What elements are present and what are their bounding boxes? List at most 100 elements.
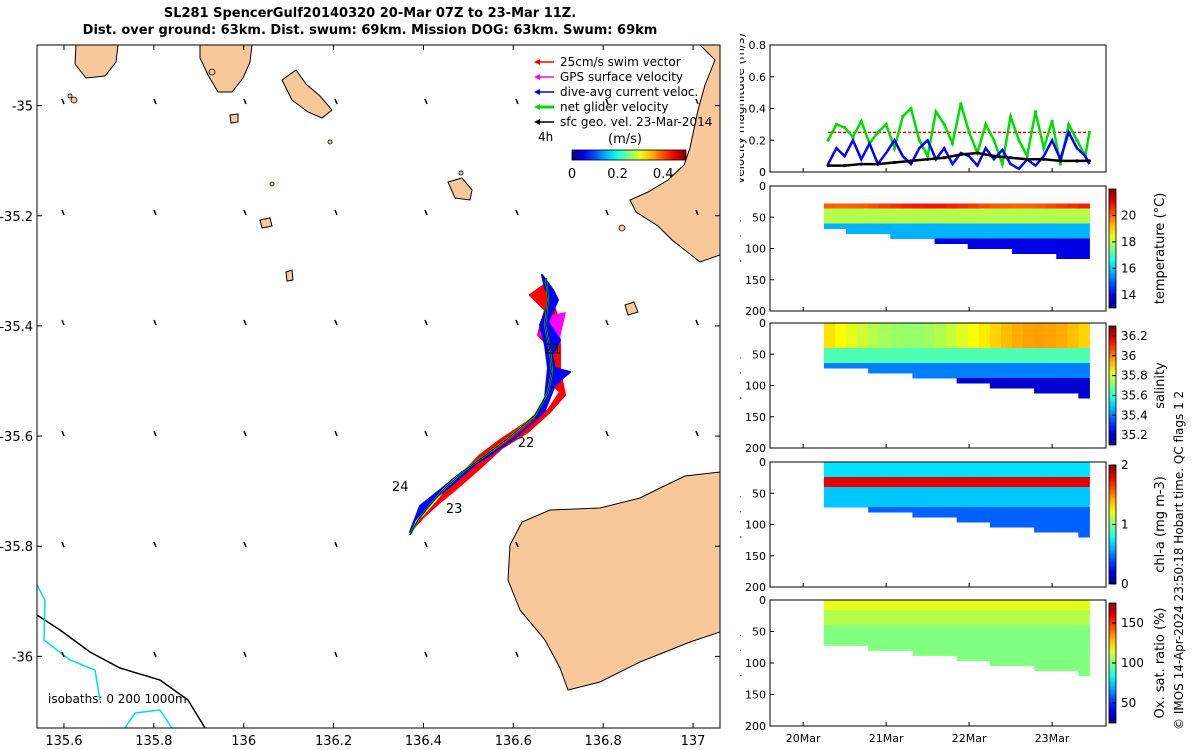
profile-cell-4-3-48	[857, 630, 869, 636]
geo-vector-0-3	[334, 98, 338, 105]
profile-cell-1-0-36	[823, 208, 836, 214]
profile-cell-1-15-84	[989, 238, 1002, 244]
chart-title: SL281 SpencerGulf20140320 20-Mar 07Z to …	[163, 6, 577, 21]
profile-cell-2-18-64	[1023, 363, 1035, 369]
profile-cell-2-8-8	[912, 328, 924, 334]
profile-cell-4-17-48	[1011, 630, 1024, 636]
profile-cell-2-22-96	[1067, 383, 1079, 389]
velocity-point-3-16	[1087, 159, 1092, 163]
profile-cell-2-12-56	[956, 358, 969, 364]
profile-cell-2-16-16	[1000, 333, 1013, 339]
profile-cell-4-21-72	[1056, 645, 1068, 651]
profile-cell-3-3-64	[857, 502, 869, 508]
profile-cell-3-14-40	[978, 487, 991, 493]
profile-cell-4-7-72	[901, 645, 913, 651]
profile-cell-4-13-80	[967, 650, 980, 656]
profile-cell-3-17-56	[1011, 497, 1024, 503]
profile-axis-label-1: Depth (m)	[740, 218, 742, 279]
chart-subtitle: Dist. over ground: 63km. Dist. swum: 69k…	[82, 23, 658, 38]
profile-cell-3-22-40	[1067, 487, 1079, 493]
legend-arrow-0	[534, 59, 540, 65]
profile-cell-3-7-24	[901, 477, 913, 483]
profile-cell-2-3-56	[857, 358, 869, 364]
profile-cell-4-21-16	[1056, 610, 1068, 616]
velocity-point-1-29	[1067, 122, 1071, 126]
colorbar-tick-label-4-0: 50	[1121, 696, 1136, 710]
profile-cell-2-23-0	[1078, 323, 1090, 329]
geo-vector-4-2	[243, 541, 247, 548]
profile-cell-3-16-48	[1000, 492, 1013, 498]
profile-cell-1-4-52	[868, 218, 880, 224]
profile-cell-4-4-32	[868, 620, 880, 626]
profile-cell-4-21-56	[1056, 635, 1068, 641]
profile-cell-1-5-28	[879, 203, 891, 209]
map-y-tick-label-0: -35	[12, 100, 33, 115]
profile-cell-1-3-60	[857, 223, 869, 229]
profile-cell-3-8-16	[912, 472, 924, 478]
profile-cell-1-6-60	[890, 223, 902, 229]
profile-cell-3-16-96	[1000, 522, 1013, 528]
profile-cell-2-10-16	[934, 333, 947, 339]
map-x-tick-label-0: 135.6	[45, 734, 82, 749]
map-y-tick-label-2: -35.4	[0, 320, 33, 335]
colorbar-tick-label-2-4: 36	[1121, 349, 1136, 363]
profile-cell-4-15-24	[989, 615, 1002, 621]
profile-cell-3-4-64	[868, 502, 880, 508]
profile-cell-2-22-80	[1067, 373, 1079, 379]
profile-cell-1-16-84	[1000, 238, 1013, 244]
profile-cell-4-19-40	[1034, 625, 1046, 631]
profile-cell-1-8-68	[912, 228, 924, 234]
profile-cell-3-13-0	[967, 462, 980, 468]
profile-cell-3-1-40	[834, 487, 847, 493]
profile-cell-2-7-56	[901, 358, 913, 364]
profile-cell-3-3-32	[857, 482, 869, 488]
profile-cell-2-21-24	[1056, 338, 1068, 344]
profile-cell-1-18-68	[1023, 228, 1035, 234]
profile-cell-2-17-8	[1011, 328, 1024, 334]
profile-cell-3-11-0	[945, 462, 958, 468]
profile-cell-1-18-44	[1023, 213, 1035, 219]
profile-cell-4-9-56	[923, 635, 936, 641]
profile-cell-1-23-52	[1078, 218, 1090, 224]
profile-cell-1-22-52	[1067, 218, 1079, 224]
profile-cell-4-6-8	[890, 605, 902, 611]
profile-cell-4-20-96	[1045, 660, 1057, 667]
profile-cell-3-10-0	[934, 462, 947, 468]
profile-cell-3-23-56	[1078, 497, 1090, 503]
profile-cell-2-2-24	[846, 338, 858, 344]
profile-cell-2-16-56	[1000, 358, 1013, 364]
profile-cell-3-19-64	[1034, 502, 1046, 508]
profile-cell-4-15-32	[989, 620, 1002, 626]
profile-cell-3-22-48	[1067, 492, 1079, 498]
profile-cell-3-15-32	[989, 482, 1002, 488]
profile-cell-1-20-28	[1045, 203, 1057, 209]
profile-cell-3-0-8	[823, 467, 836, 473]
geo-vector-5-1	[153, 651, 157, 658]
profile-cell-2-8-72	[912, 368, 924, 374]
profile-cell-1-20-36	[1045, 208, 1057, 214]
profile-cell-2-17-40	[1011, 348, 1024, 354]
profile-cell-3-20-72	[1045, 507, 1057, 513]
geo-vector-5-4	[424, 651, 428, 658]
small-island-1	[70, 96, 78, 104]
profile-cell-3-9-40	[923, 487, 936, 493]
profile-cell-3-19-24	[1034, 477, 1046, 483]
profile-cell-3-13-48	[967, 492, 980, 498]
profile-cell-4-15-40	[989, 625, 1002, 631]
profile-cell-4-10-64	[934, 640, 947, 646]
profile-cell-1-17-36	[1011, 208, 1024, 214]
profile-cell-2-6-24	[890, 338, 902, 344]
profile-cell-1-20-76	[1045, 233, 1057, 239]
profile-cell-4-20-32	[1045, 620, 1057, 626]
profile-cell-1-3-52	[857, 218, 869, 224]
profile-cell-4-8-80	[912, 650, 924, 656]
profile-cell-2-23-80	[1078, 373, 1090, 379]
profile-panel-1	[823, 203, 1090, 259]
profile-cell-3-17-32	[1011, 482, 1024, 488]
profile-cell-1-12-52	[956, 218, 969, 224]
profile-cell-4-22-88	[1067, 655, 1079, 661]
profile-cell-2-20-96	[1045, 383, 1057, 389]
profile-cell-4-17-88	[1011, 655, 1024, 661]
profile-cell-2-17-24	[1011, 338, 1024, 344]
profile-cell-4-15-16	[989, 610, 1002, 616]
